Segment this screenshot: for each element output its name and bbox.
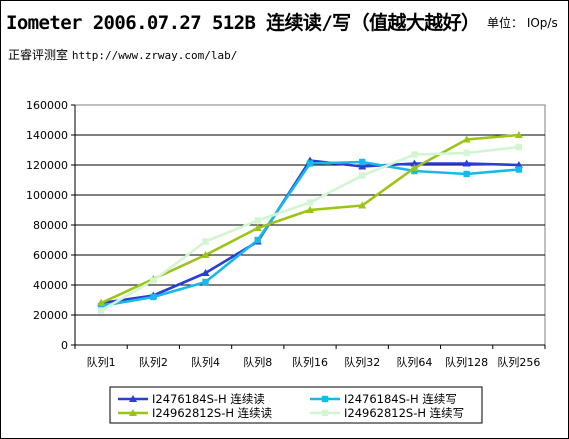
x-tick-label: 队列1 <box>87 355 116 369</box>
x-tick-label: 队列4 <box>191 355 220 369</box>
data-point <box>150 293 157 301</box>
data-point <box>254 217 261 224</box>
legend-entry: I24962812S-H 连续读 <box>118 406 273 420</box>
data-point <box>462 135 471 143</box>
data-point <box>254 236 261 244</box>
unit-label: 单位： IOp/s <box>487 16 558 30</box>
y-tick-label: 160000 <box>26 99 68 112</box>
data-point <box>358 162 367 170</box>
data-point <box>359 158 366 166</box>
data-point <box>515 143 523 151</box>
legend-label: I2476184S-H 连续读 <box>152 392 265 406</box>
legend-entry: I24962812S-H 连续写 <box>310 406 464 420</box>
data-point <box>411 151 418 158</box>
data-point <box>97 307 105 314</box>
x-tick-label: 队列128 <box>445 355 488 369</box>
legend-marker <box>321 409 329 417</box>
legend-entry: I2476184S-H 连续读 <box>118 392 265 406</box>
data-point <box>463 149 470 157</box>
legend-marker <box>129 395 137 402</box>
data-point <box>201 251 210 258</box>
data-point <box>515 166 523 173</box>
legend: I2476184S-H 连续读 I2476184S-H 连续写I24962812S… <box>118 392 464 420</box>
x-tick-label: 队列32 <box>344 355 380 369</box>
legend-marker <box>321 395 329 403</box>
y-tick-label: 0 <box>61 339 68 352</box>
legend-entry: I2476184S-H 连续写 <box>310 392 457 406</box>
x-tick-label: 队列16 <box>292 355 328 369</box>
y-tick-label: 40000 <box>33 279 68 292</box>
data-point <box>97 299 106 306</box>
y-axis-ticks: 0 20000 40000 60000 80000 100000 120000 140000 1… <box>26 99 545 352</box>
data-point <box>514 161 523 168</box>
series-group <box>97 131 523 314</box>
x-tick-label: 队列8 <box>243 355 272 369</box>
y-tick-label: 120000 <box>26 159 68 172</box>
legend-box <box>109 386 483 424</box>
legend-marker <box>129 409 137 416</box>
data-point <box>150 277 157 284</box>
x-tick-label: 队列256 <box>497 355 540 369</box>
source-line: 正睿评测室 http://www.zrway.com/lab/ <box>8 46 237 63</box>
data-point <box>358 201 367 209</box>
source-label: 正睿评测室 <box>8 48 69 62</box>
series-4 <box>97 143 523 314</box>
data-point <box>359 172 366 179</box>
data-point <box>306 206 314 213</box>
y-tick-label: 100000 <box>26 189 68 202</box>
data-point <box>306 199 314 206</box>
x-tick-label: 队列2 <box>139 355 168 369</box>
y-tick-label: 60000 <box>33 249 68 262</box>
data-point <box>463 170 470 178</box>
x-tick-label: 队列64 <box>396 355 432 369</box>
chart-title: Iometer 2006.07.27 512B 连续读/写（值越大越好） <box>6 12 480 34</box>
x-axis-ticks: 队列1 队列2 队列4 队列8 队列16 队列32 队列64 队列128 队列256 <box>74 345 546 369</box>
y-tick-label: 80000 <box>33 219 68 232</box>
data-point <box>201 269 210 276</box>
data-point <box>202 238 209 245</box>
data-point <box>306 160 314 167</box>
data-point <box>202 278 209 286</box>
data-point <box>514 131 523 138</box>
legend-label: I2476184S-H 连续写 <box>344 392 457 406</box>
y-tick-label: 140000 <box>26 129 68 142</box>
data-point <box>410 164 419 171</box>
legend-label: I24962812S-H 连续读 <box>152 406 273 420</box>
y-tick-label: 20000 <box>33 309 68 322</box>
data-point <box>410 159 419 167</box>
source-url: http://www.zrway.com/lab/ <box>71 49 238 62</box>
data-point <box>462 159 471 167</box>
legend-label: I24962812S-H 连续写 <box>344 406 464 420</box>
data-point <box>253 224 262 231</box>
